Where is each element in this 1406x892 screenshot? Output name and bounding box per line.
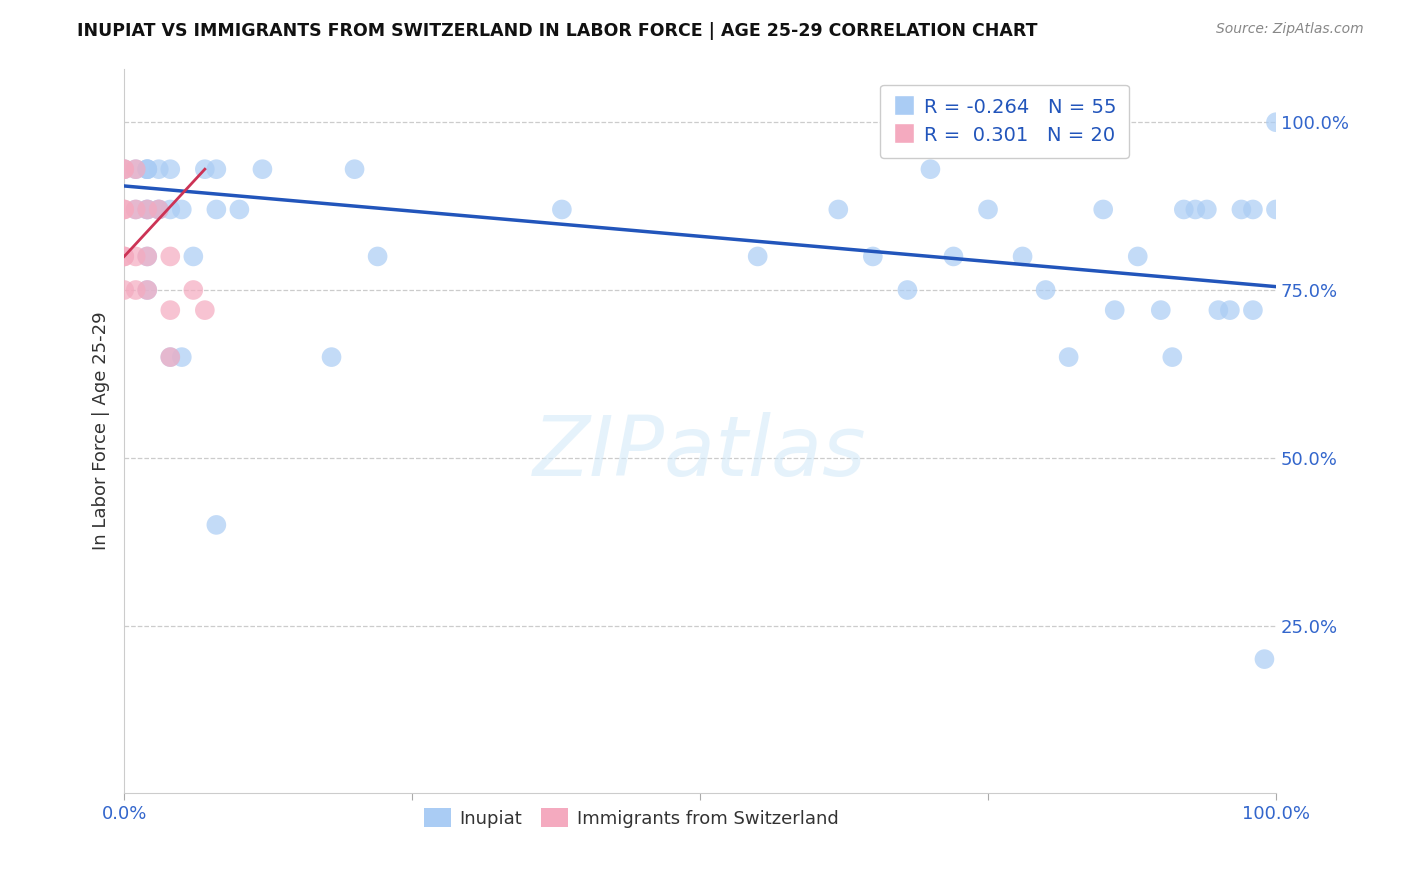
Point bbox=[1241, 303, 1264, 318]
Point bbox=[112, 283, 135, 297]
Point bbox=[112, 202, 135, 217]
Point bbox=[148, 202, 170, 217]
Point bbox=[112, 249, 135, 263]
Point bbox=[1161, 350, 1184, 364]
Point bbox=[125, 162, 148, 177]
Point bbox=[1208, 303, 1230, 318]
Point bbox=[136, 162, 159, 177]
Point bbox=[252, 162, 274, 177]
Point bbox=[1184, 202, 1206, 217]
Point bbox=[159, 303, 181, 318]
Point bbox=[136, 162, 159, 177]
Point bbox=[194, 162, 217, 177]
Point bbox=[125, 162, 148, 177]
Point bbox=[205, 517, 228, 532]
Point bbox=[136, 202, 159, 217]
Point bbox=[136, 283, 159, 297]
Point bbox=[125, 249, 148, 263]
Point bbox=[112, 249, 135, 263]
Point bbox=[551, 202, 574, 217]
Point bbox=[136, 202, 159, 217]
Point bbox=[1011, 249, 1033, 263]
Point bbox=[1035, 283, 1057, 297]
Point bbox=[148, 162, 170, 177]
Point bbox=[148, 202, 170, 217]
Point bbox=[1057, 350, 1080, 364]
Point bbox=[136, 249, 159, 263]
Point bbox=[1126, 249, 1149, 263]
Text: INUPIAT VS IMMIGRANTS FROM SWITZERLAND IN LABOR FORCE | AGE 25-29 CORRELATION CH: INUPIAT VS IMMIGRANTS FROM SWITZERLAND I… bbox=[77, 22, 1038, 40]
Point bbox=[112, 162, 135, 177]
Point bbox=[1104, 303, 1126, 318]
Point bbox=[205, 202, 228, 217]
Point bbox=[181, 249, 204, 263]
Point bbox=[1253, 652, 1275, 666]
Point bbox=[1150, 303, 1173, 318]
Y-axis label: In Labor Force | Age 25-29: In Labor Force | Age 25-29 bbox=[93, 311, 110, 550]
Point bbox=[170, 350, 193, 364]
Point bbox=[1265, 202, 1288, 217]
Point bbox=[1219, 303, 1241, 318]
Point bbox=[747, 249, 769, 263]
Point bbox=[1241, 202, 1264, 217]
Point bbox=[136, 162, 159, 177]
Point bbox=[136, 249, 159, 263]
Text: Source: ZipAtlas.com: Source: ZipAtlas.com bbox=[1216, 22, 1364, 37]
Point bbox=[1195, 202, 1218, 217]
Point bbox=[159, 202, 181, 217]
Point bbox=[1265, 115, 1288, 129]
Point bbox=[148, 202, 170, 217]
Point bbox=[977, 202, 1000, 217]
Text: ZIPatlas: ZIPatlas bbox=[533, 412, 868, 493]
Point bbox=[920, 162, 942, 177]
Point bbox=[205, 162, 228, 177]
Point bbox=[228, 202, 250, 217]
Point bbox=[343, 162, 366, 177]
Point bbox=[112, 202, 135, 217]
Point bbox=[1092, 202, 1115, 217]
Point bbox=[1230, 202, 1253, 217]
Point bbox=[159, 249, 181, 263]
Point bbox=[159, 350, 181, 364]
Point bbox=[159, 162, 181, 177]
Point bbox=[170, 202, 193, 217]
Point bbox=[112, 162, 135, 177]
Point bbox=[125, 202, 148, 217]
Point bbox=[136, 283, 159, 297]
Point bbox=[942, 249, 965, 263]
Point bbox=[367, 249, 389, 263]
Point bbox=[194, 303, 217, 318]
Point bbox=[1173, 202, 1195, 217]
Point bbox=[321, 350, 343, 364]
Point bbox=[896, 283, 918, 297]
Point bbox=[862, 249, 884, 263]
Point bbox=[181, 283, 204, 297]
Point bbox=[112, 162, 135, 177]
Point bbox=[159, 350, 181, 364]
Point bbox=[827, 202, 849, 217]
Legend: Inupiat, Immigrants from Switzerland: Inupiat, Immigrants from Switzerland bbox=[416, 801, 845, 835]
Point bbox=[125, 283, 148, 297]
Point bbox=[136, 202, 159, 217]
Point bbox=[125, 202, 148, 217]
